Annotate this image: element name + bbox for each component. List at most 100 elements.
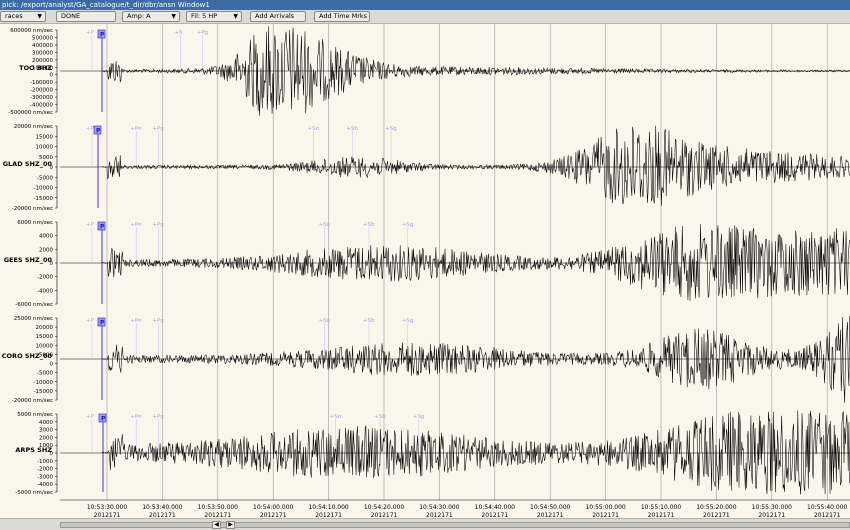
theoretical-phase-label[interactable]: +Sg [413, 414, 425, 420]
time-tick-label: 10:53:40.000 [142, 504, 182, 511]
seismogram-waveform[interactable] [101, 316, 850, 403]
theoretical-phase-label[interactable]: +Pn [86, 126, 98, 132]
time-tick-date: 2012171 [94, 512, 121, 519]
traces-menu-button[interactable]: races ▼ [0, 11, 46, 22]
theoretical-phase-label[interactable]: +Sg [402, 222, 414, 228]
chevron-down-icon: ▼ [171, 13, 176, 20]
theoretical-phase-label[interactable]: +Sb [346, 126, 358, 132]
theoretical-phase-label[interactable]: +Sn [319, 318, 331, 324]
amplitude-tick-label: 400000 [32, 43, 53, 49]
time-tick-date: 2012171 [426, 512, 453, 519]
toolbar: races ▼ DONE Amp: A ▼ Fil: 5 HP ▼ Add Arriv… [0, 10, 850, 24]
amplitude-tick-label: -20000 nm/sec [12, 398, 53, 404]
theoretical-phase-label[interactable]: +Pn [130, 222, 142, 228]
theoretical-phase-label[interactable]: +P [86, 318, 95, 324]
amplitude-tick-label: 10000 [36, 145, 54, 151]
station-label[interactable]: GEES SHZ_00 [4, 256, 53, 264]
scroll-left-arrow-icon[interactable]: ◀ [212, 521, 221, 529]
scroll-right-arrow-icon[interactable]: ▶ [226, 521, 235, 529]
theoretical-phase-label[interactable]: +Sb [363, 222, 375, 228]
amplitude-tick-label: -1000 [37, 459, 53, 465]
theoretical-phase-label[interactable]: +Pg [152, 414, 163, 420]
theoretical-phase-label[interactable]: +Pg [152, 126, 163, 132]
amplitude-tick-label: 4000 [39, 234, 53, 240]
station-label[interactable]: GLAD SHZ_00 [3, 160, 53, 168]
amplitude-tick-label: -500000 nm/sec [8, 110, 53, 116]
amplitude-tick-label: -5000 [37, 175, 53, 181]
seismogram-waveform[interactable] [101, 410, 850, 495]
theoretical-phase-label[interactable]: +Pg [197, 30, 208, 36]
amplitude-tick-label: 1000 [39, 443, 53, 449]
theoretical-phase-label[interactable]: +Pn [130, 126, 142, 132]
time-tick-date: 2012171 [703, 512, 730, 519]
trace-glad-shz-00[interactable]: 20000 nm/sec 15000 10000 5000 0 -5000 -10000 -1… [3, 124, 850, 212]
amplitude-tick-label: 20000 nm/sec [14, 124, 53, 130]
seismogram-waveform[interactable] [101, 26, 850, 116]
theoretical-phase-label[interactable]: +Pn [130, 318, 142, 324]
time-tick-label: 10:54:20.000 [364, 504, 404, 511]
amplitude-tick-label: 5000 nm/sec [17, 412, 53, 418]
trace-coro-shz-00[interactable]: 25000 nm/sec 20000 15000 10000 5000 0 -5000 -10… [2, 316, 850, 404]
window-title-bar[interactable]: pick: /export/analyst/GA_catalogue/t_dir… [0, 0, 850, 10]
amplitude-tick-label: -200000 [30, 88, 53, 94]
theoretical-phase-label[interactable]: +Sn [330, 414, 342, 420]
time-tick-label: 10:54:40.000 [475, 504, 515, 511]
time-tick-label: 10:55:00.000 [585, 504, 625, 511]
theoretical-phase-label[interactable]: +Pn [130, 414, 142, 420]
theoretical-phase-label[interactable]: +P [86, 222, 95, 228]
amplitude-tick-label: -3000 [37, 474, 53, 480]
theoretical-phase-label[interactable]: +Sb [374, 414, 386, 420]
amplitude-tick-label: 5000 [39, 155, 53, 161]
amplitude-tick-label: 15000 [36, 134, 54, 140]
time-tick-label: 10:55:40.000 [807, 504, 847, 511]
traces-menu-label: races [5, 12, 23, 20]
theoretical-phase-label[interactable]: +Pg [152, 318, 163, 324]
add-arrivals-button[interactable]: Add Arrivals [250, 11, 306, 22]
add-time-marks-button[interactable]: Add Time Mrks [314, 11, 370, 22]
amplitude-tick-label: 0 [50, 73, 54, 79]
pick-flag-label: P [100, 224, 105, 231]
station-label[interactable]: CORO SHZ_00 [2, 352, 53, 360]
time-tick-date: 2012171 [315, 512, 342, 519]
theoretical-phase-label[interactable]: +Sb [363, 318, 375, 324]
amplitude-tick-label: 200000 [32, 58, 53, 64]
amplitude-tick-label: 25000 nm/sec [14, 316, 53, 322]
time-scrollbar[interactable]: ◀ ▶ [0, 518, 850, 530]
amplitude-tick-label: -6000 nm/sec [15, 302, 53, 308]
waveform-plot-area[interactable]: 10:53:30.000 2012171 10:53:40.000 2012171 10… [0, 24, 850, 520]
pick-flag-label: P [100, 32, 105, 39]
theoretical-phase-label[interactable]: +Sg [385, 126, 397, 132]
time-tick-label: 10:55:20.000 [696, 504, 736, 511]
theoretical-phase-label[interactable]: +Sg [402, 318, 414, 324]
amplitude-tick-label: 15000 [36, 334, 54, 340]
amplitude-tick-label: 0 [50, 165, 54, 171]
seismogram-waveform[interactable] [102, 125, 850, 206]
waveform-canvas[interactable]: 10:53:30.000201217110:53:40.000201217110… [0, 24, 850, 520]
station-label[interactable]: TOO BHZ [19, 64, 52, 72]
time-tick-date: 2012171 [149, 512, 176, 519]
amp-menu-button[interactable]: Amp: A ▼ [122, 11, 180, 22]
trace-gees-shz-00[interactable]: 6000 nm/sec 4000 2000 0 -2000 -4000 -6000 nm/s… [4, 220, 850, 308]
amplitude-tick-label: 20000 [36, 325, 54, 331]
seismogram-waveform[interactable] [101, 224, 850, 301]
time-tick-date: 2012171 [537, 512, 564, 519]
time-tick-date: 2012171 [648, 512, 675, 519]
time-tick-date: 2012171 [758, 512, 785, 519]
theoretical-phase-label[interactable]: +Sn [319, 222, 331, 228]
theoretical-phase-label[interactable]: +P [86, 30, 95, 36]
theoretical-phase-label[interactable]: +Pg [152, 222, 163, 228]
pick-flag-label: P [96, 128, 101, 135]
time-tick-label: 10:55:30.000 [752, 504, 792, 511]
done-button[interactable]: DONE [56, 11, 116, 22]
station-label[interactable]: ARPS SHZ [15, 446, 52, 454]
amplitude-tick-label: -100000 [30, 80, 53, 86]
chevron-down-icon: ▼ [233, 13, 238, 20]
filter-menu-button[interactable]: Fil: 5 HP ▼ [186, 11, 242, 22]
theoretical-phase-label[interactable]: +S [175, 30, 184, 36]
theoretical-phase-label[interactable]: +Sn [308, 126, 320, 132]
scrollbar-track[interactable] [60, 522, 850, 528]
theoretical-phase-label[interactable]: +P [86, 414, 95, 420]
